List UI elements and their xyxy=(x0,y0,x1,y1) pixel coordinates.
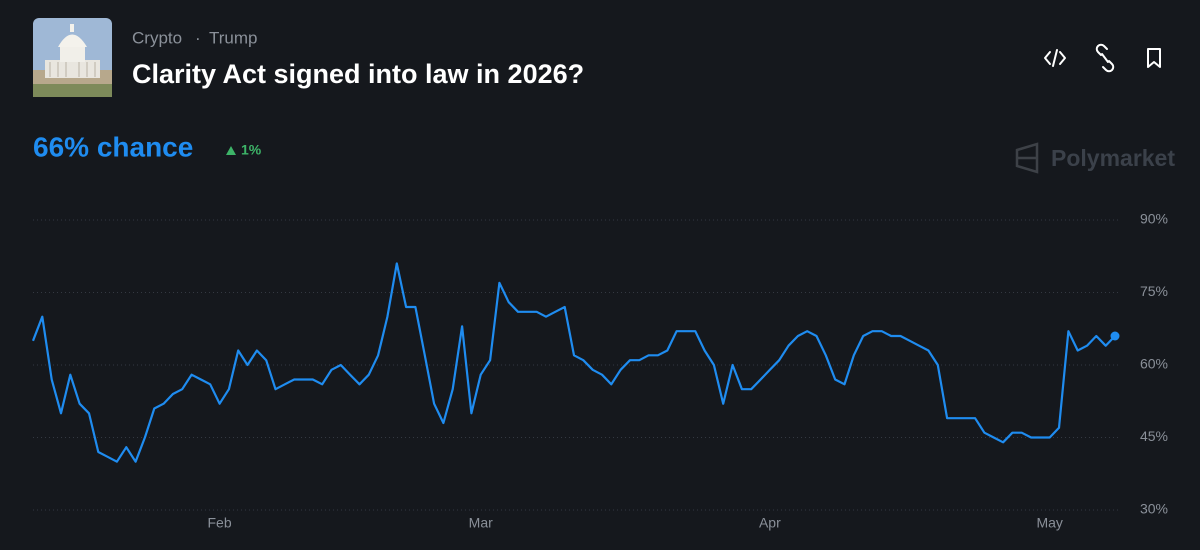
breadcrumb[interactable]: Trump xyxy=(209,28,258,47)
y-tick-label: 30% xyxy=(1140,501,1168,517)
x-tick-label: Feb xyxy=(207,515,231,531)
y-tick-label: 90% xyxy=(1140,211,1168,227)
x-tick-label: Apr xyxy=(759,515,781,531)
y-tick-label: 45% xyxy=(1140,428,1168,444)
x-tick-label: Mar xyxy=(469,515,493,531)
market-thumbnail xyxy=(33,18,112,97)
breadcrumb-separator: · xyxy=(195,28,201,47)
bookmark-button[interactable] xyxy=(1147,48,1161,68)
y-tick-label: 60% xyxy=(1140,356,1168,372)
embed-button[interactable] xyxy=(1044,49,1066,67)
up-arrow xyxy=(226,146,236,155)
y-tick-label: 75% xyxy=(1140,283,1168,299)
last-point xyxy=(1110,331,1120,341)
x-tick-label: May xyxy=(1036,515,1062,531)
copy-link-button[interactable] xyxy=(1095,43,1115,73)
brand-logo xyxy=(1015,142,1039,174)
change: 1% xyxy=(241,142,262,158)
market-title: Clarity Act signed into law in 2026? xyxy=(132,59,584,89)
chance: 66% chance xyxy=(33,131,193,162)
price-line xyxy=(31,262,1116,463)
brand-name: Polymarket xyxy=(1051,145,1175,171)
breadcrumb[interactable]: Crypto xyxy=(132,28,182,47)
